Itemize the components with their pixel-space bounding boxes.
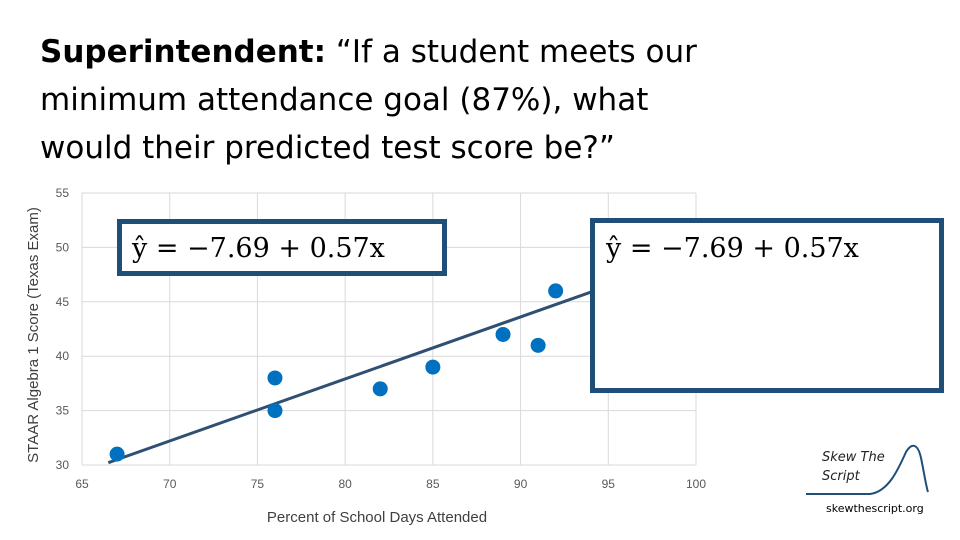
question-text: Superintendent: “If a student meets our … [40, 28, 740, 172]
y-tick-label-0: 30 [56, 458, 70, 472]
data-point-6 [530, 337, 546, 353]
x-tick-label-0: 65 [75, 477, 89, 491]
y-tick-label-5: 55 [56, 186, 70, 200]
y-tick-label-4: 50 [56, 240, 70, 254]
equation-box-right: ŷ = −7.69 + 0.57x [590, 218, 944, 393]
x-tick-label-3: 80 [338, 477, 352, 491]
x-tick-label-5: 90 [514, 477, 528, 491]
y-axis-label: STAAR Algebra 1 Score (Texas Exam) [25, 207, 42, 463]
x-tick-label-1: 70 [163, 477, 177, 491]
x-tick-label-6: 95 [602, 477, 616, 491]
x-tick-label-2: 75 [251, 477, 265, 491]
data-point-2 [267, 403, 283, 419]
data-point-0 [109, 446, 125, 462]
x-tick-label-7: 100 [686, 477, 706, 491]
skew-curve-icon [806, 444, 929, 495]
skew-the-script-logo: Skew The Script skewthescript.org [800, 440, 940, 525]
data-point-5 [495, 326, 511, 342]
x-tick-label-4: 85 [426, 477, 440, 491]
regression-equation-left: ŷ = −7.69 + 0.57x [132, 233, 385, 264]
data-point-3 [372, 381, 388, 397]
y-tick-labels: 30 35 40 45 50 55 [56, 186, 70, 472]
regression-line [107, 284, 609, 465]
logo-wordmark: Skew The Script [822, 448, 902, 486]
data-point-4 [425, 359, 441, 375]
y-tick-label-1: 35 [56, 404, 70, 418]
data-point-7 [548, 283, 564, 299]
regression-equation-right: ŷ = −7.69 + 0.57x [606, 233, 859, 264]
y-tick-label-3: 45 [56, 295, 70, 309]
speaker-label: Superintendent: [40, 34, 327, 70]
data-points [109, 283, 564, 462]
x-tick-labels: 65 70 75 80 85 90 95 100 [75, 477, 706, 491]
logo-line1: Skew The [822, 450, 885, 465]
question-body: “If a student meets our minimum attendan… [40, 34, 697, 166]
y-tick-label-2: 40 [56, 349, 70, 363]
data-point-1 [267, 370, 283, 386]
x-axis-label: Percent of School Days Attended [267, 509, 487, 526]
regression-line-group [107, 284, 609, 465]
logo-url: skewthescript.org [826, 502, 924, 515]
equation-box-left: ŷ = −7.69 + 0.57x [117, 219, 447, 276]
logo-line2: Script [822, 469, 860, 484]
